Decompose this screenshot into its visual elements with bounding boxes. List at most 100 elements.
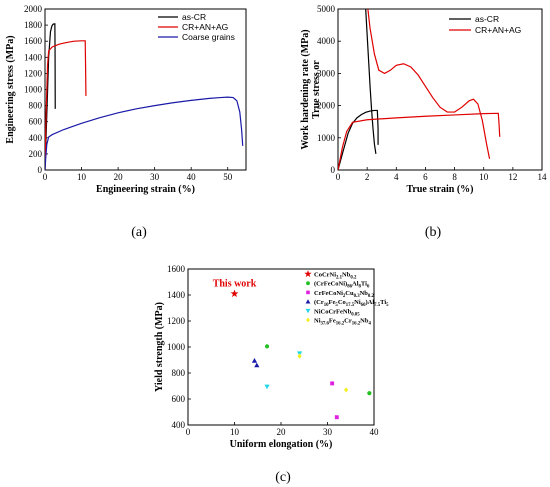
panel-label-a: (a) [131, 225, 147, 240]
legend-marker [305, 299, 311, 304]
y-tick-label: 1000 [167, 342, 186, 352]
x-tick-label: 40 [370, 427, 380, 437]
legend-label: CoCrNi2.1Nb0.2 [314, 272, 357, 281]
y-tick-label: 4000 [317, 36, 336, 46]
data-point-3-0 [251, 358, 258, 363]
y-tick-label: 0 [38, 165, 43, 175]
legend-label-part: 0.05 [351, 312, 360, 317]
y-axis-label: Work hardening rate (MPa) [300, 29, 311, 149]
y-tick-label: 600 [172, 394, 186, 404]
x-tick-label: 50 [223, 172, 233, 182]
y-axis-label: Engineering stress (MPa) [5, 35, 16, 143]
x-tick-label: 30 [323, 427, 333, 437]
legend-label-part: 0.2 [350, 276, 357, 281]
x-tick-label: 0 [43, 172, 48, 182]
panel-label-c: (c) [275, 470, 291, 485]
y-tick-label: 3000 [317, 68, 336, 78]
x-tick-label: 20 [114, 172, 124, 182]
annotation-this-work: This work [213, 279, 257, 290]
x-tick-label: 0 [336, 172, 341, 182]
legend-label-part: Co [338, 299, 346, 306]
y-tick-label: 1400 [24, 52, 43, 62]
series-line-1 [45, 40, 87, 170]
x-axis-label: True strain (%) [406, 184, 473, 195]
y-tick-label: 1200 [167, 316, 186, 326]
series-line-0-0 [338, 109, 379, 170]
x-tick-label: 20 [277, 427, 287, 437]
legend-label-part: Fe [329, 299, 336, 306]
legend-marker [306, 281, 310, 286]
x-tick-label: 14 [538, 172, 548, 182]
y-axis-label: True stress or [311, 60, 322, 119]
series-line-0 [45, 23, 56, 170]
x-tick-label: 12 [508, 172, 517, 182]
legend-label: CR+AN+AG [475, 25, 521, 35]
legend-label: Ni37.6Fe16.2Cr16.2Nb4 [314, 318, 371, 327]
legend-label-part: NiCoCrFeNb [314, 308, 352, 315]
x-tick-label: 4 [394, 172, 399, 182]
y-axis-label: Yield strength (MPa) [154, 302, 165, 392]
legend-label-part: Ti [361, 281, 367, 288]
legend-label-part: 2 [343, 294, 346, 299]
data-point-4-1 [264, 384, 270, 390]
data-point-1-0 [264, 344, 270, 349]
legend-label-part: Ni [354, 299, 361, 306]
x-tick-label: 40 [187, 172, 197, 182]
y-tick-label: 2000 [24, 4, 43, 14]
x-tick-label: 2 [365, 172, 370, 182]
legend-label: Coarse grains [182, 32, 235, 42]
data-point-0-0 [230, 289, 239, 298]
legend-label-part: CoCrNi [314, 272, 336, 279]
chart-b: 0 2 4 6 8 10 12 14 0 1000 2000 3000 4000 5000 True str… [300, 4, 547, 195]
x-axis-label: Uniform elongation (%) [230, 439, 333, 450]
legend-label-part: 0.2 [368, 294, 375, 299]
legend-label-part: Ti [380, 299, 386, 306]
x-axis-label: Engineering strain (%) [96, 184, 195, 195]
legend-label: as-CR [475, 14, 499, 24]
y-tick-label: 1600 [24, 36, 43, 46]
data-point-3-1 [254, 362, 260, 368]
legend-label-part: Ni [314, 318, 321, 325]
legend-label: (CrFeCoNi)86Al8Ti6 [314, 281, 370, 290]
x-tick-label: 6 [423, 172, 428, 182]
y-tick-label: 1800 [24, 20, 43, 30]
legend-label-part: 6 [367, 285, 370, 290]
legend-label-part: 8 [359, 285, 362, 290]
x-tick-label: 30 [150, 172, 160, 182]
legend-label-part: (CrFeCoNi) [314, 281, 347, 288]
data-point-2-0 [330, 381, 335, 386]
data-point-1-1 [367, 391, 372, 396]
series-line-2 [45, 96, 244, 170]
legend-label-part: 16.2 [352, 322, 361, 327]
y-tick-label: 1000 [317, 133, 336, 143]
legend-label-part: (Cr [314, 299, 324, 306]
legend-label-part: Al [352, 281, 359, 288]
panel-label-b: (b) [425, 225, 442, 240]
x-tick-label: 10 [230, 427, 240, 437]
chart-c: 0 10 20 30 40 400 600 800 1000 1200 1400 1600 Unifor… [154, 264, 389, 450]
x-tick-label: 10 [77, 172, 87, 182]
legend-label-part: 5 [386, 303, 389, 308]
data-point-2-1 [334, 415, 339, 420]
x-tick-label: 10 [479, 172, 489, 182]
plot-frame [337, 8, 543, 171]
y-tick-label: 0 [331, 165, 336, 175]
legend-label-part: Fe [329, 318, 336, 325]
legend-marker [306, 317, 310, 323]
legend-label-part: 5 [335, 303, 338, 308]
legend-label-part: 86 [347, 285, 352, 290]
chart-a: 0 10 20 30 40 50 0 200 400 600 800 1000 1200 1400 1600… [5, 4, 247, 195]
legend-marker [304, 270, 312, 278]
y-tick-label: 600 [29, 117, 43, 127]
legend-label-part: Nb [360, 290, 369, 297]
legend-label-part: 4 [368, 322, 371, 327]
y-tick-label: 1200 [24, 68, 43, 78]
legend-label-part: 17.5 [346, 303, 355, 308]
data-point-5-1 [344, 387, 349, 393]
legend-label: CrFeCoNi2Cu0.3Nb0.2 [314, 290, 375, 299]
y-tick-label: 5000 [317, 4, 336, 14]
legend-label-part: Nb [360, 318, 369, 325]
legend-marker [306, 290, 310, 295]
series-line-1-1 [367, 9, 491, 159]
